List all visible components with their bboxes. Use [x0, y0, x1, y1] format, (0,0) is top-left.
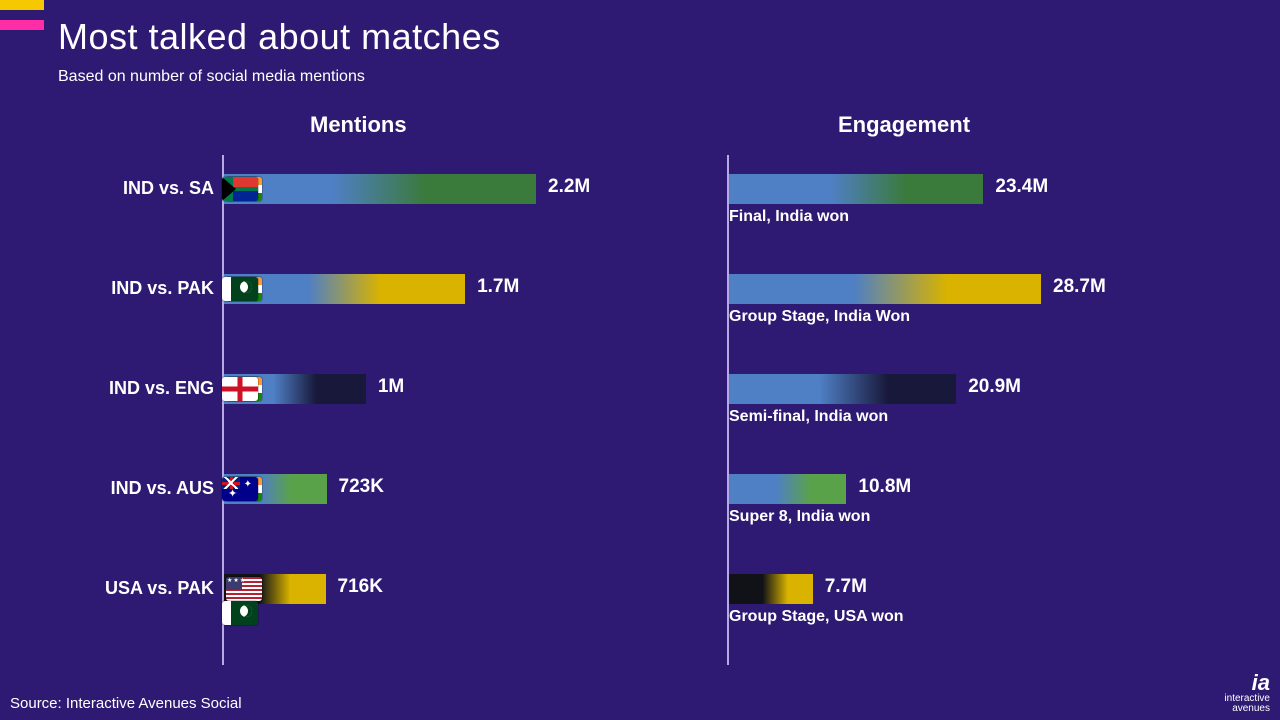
- engagement-context: Group Stage, India Won: [729, 308, 910, 326]
- column-heading-mentions: Mentions: [310, 112, 407, 138]
- chart-row: USA vs. PAK 716K 7.7M Group Stage, USA won: [0, 574, 1280, 674]
- flag-aus-icon: [222, 477, 258, 501]
- flag-sa-icon: [222, 177, 258, 201]
- engagement-value: 20.9M: [968, 376, 1021, 398]
- mentions-bar: [224, 374, 366, 404]
- mentions-value: 723K: [339, 476, 384, 498]
- flag-pak-icon: [222, 601, 258, 625]
- chart-rows: IND vs. SA2.2M23.4MFinal, India wonIND v…: [0, 174, 1280, 674]
- mentions-value: 2.2M: [548, 176, 590, 198]
- brand-logo: ia interactive avenues: [1224, 672, 1270, 714]
- flag-pak-icon: [222, 277, 258, 301]
- mentions-bar: [224, 174, 536, 204]
- mentions-bar: [224, 274, 465, 304]
- column-heading-engagement: Engagement: [838, 112, 970, 138]
- mentions-bar: [224, 574, 326, 604]
- mentions-value: 716K: [338, 576, 383, 598]
- engagement-context: Semi-final, India won: [729, 408, 888, 426]
- chart-row: IND vs. AUS 723K 10.8M Super 8, India won: [0, 474, 1280, 574]
- match-label: USA vs. PAK: [105, 578, 214, 599]
- logo-mark: ia: [1224, 672, 1270, 694]
- chart-row: IND vs. ENG 1M 20.9M Semi-final, India won: [0, 374, 1280, 474]
- chart-row: IND vs. SA 2.2M 23.4M Final, India won: [0, 174, 1280, 274]
- flag-usa-icon: [226, 577, 262, 601]
- engagement-context: Final, India won: [729, 208, 849, 226]
- engagement-value: 7.7M: [825, 576, 867, 598]
- engagement-value: 23.4M: [995, 176, 1048, 198]
- engagement-bar: [729, 374, 956, 404]
- mentions-bar: [224, 474, 327, 504]
- engagement-context: Super 8, India won: [729, 508, 870, 526]
- engagement-value: 10.8M: [858, 476, 911, 498]
- match-label: IND vs. AUS: [111, 478, 214, 499]
- engagement-bar: [729, 574, 813, 604]
- engagement-bar: [729, 174, 983, 204]
- page-subtitle: Based on number of social media mentions: [58, 68, 365, 86]
- chart-row: IND vs. PAK 1.7M 28.7M Group Stage, India W…: [0, 274, 1280, 374]
- flag-eng-icon: [222, 377, 258, 401]
- match-label: IND vs. SA: [123, 178, 214, 199]
- mentions-value: 1.7M: [477, 276, 519, 298]
- logo-text: interactive avenues: [1224, 694, 1270, 714]
- accent-stripes: [0, 0, 44, 30]
- match-label: IND vs. PAK: [111, 278, 214, 299]
- mentions-value: 1M: [378, 376, 404, 398]
- source-text: Source: Interactive Avenues Social: [10, 695, 242, 712]
- page-title: Most talked about matches: [58, 16, 501, 58]
- engagement-bar: [729, 274, 1041, 304]
- match-label: IND vs. ENG: [109, 378, 214, 399]
- engagement-bar: [729, 474, 846, 504]
- engagement-value: 28.7M: [1053, 276, 1106, 298]
- engagement-context: Group Stage, USA won: [729, 608, 904, 626]
